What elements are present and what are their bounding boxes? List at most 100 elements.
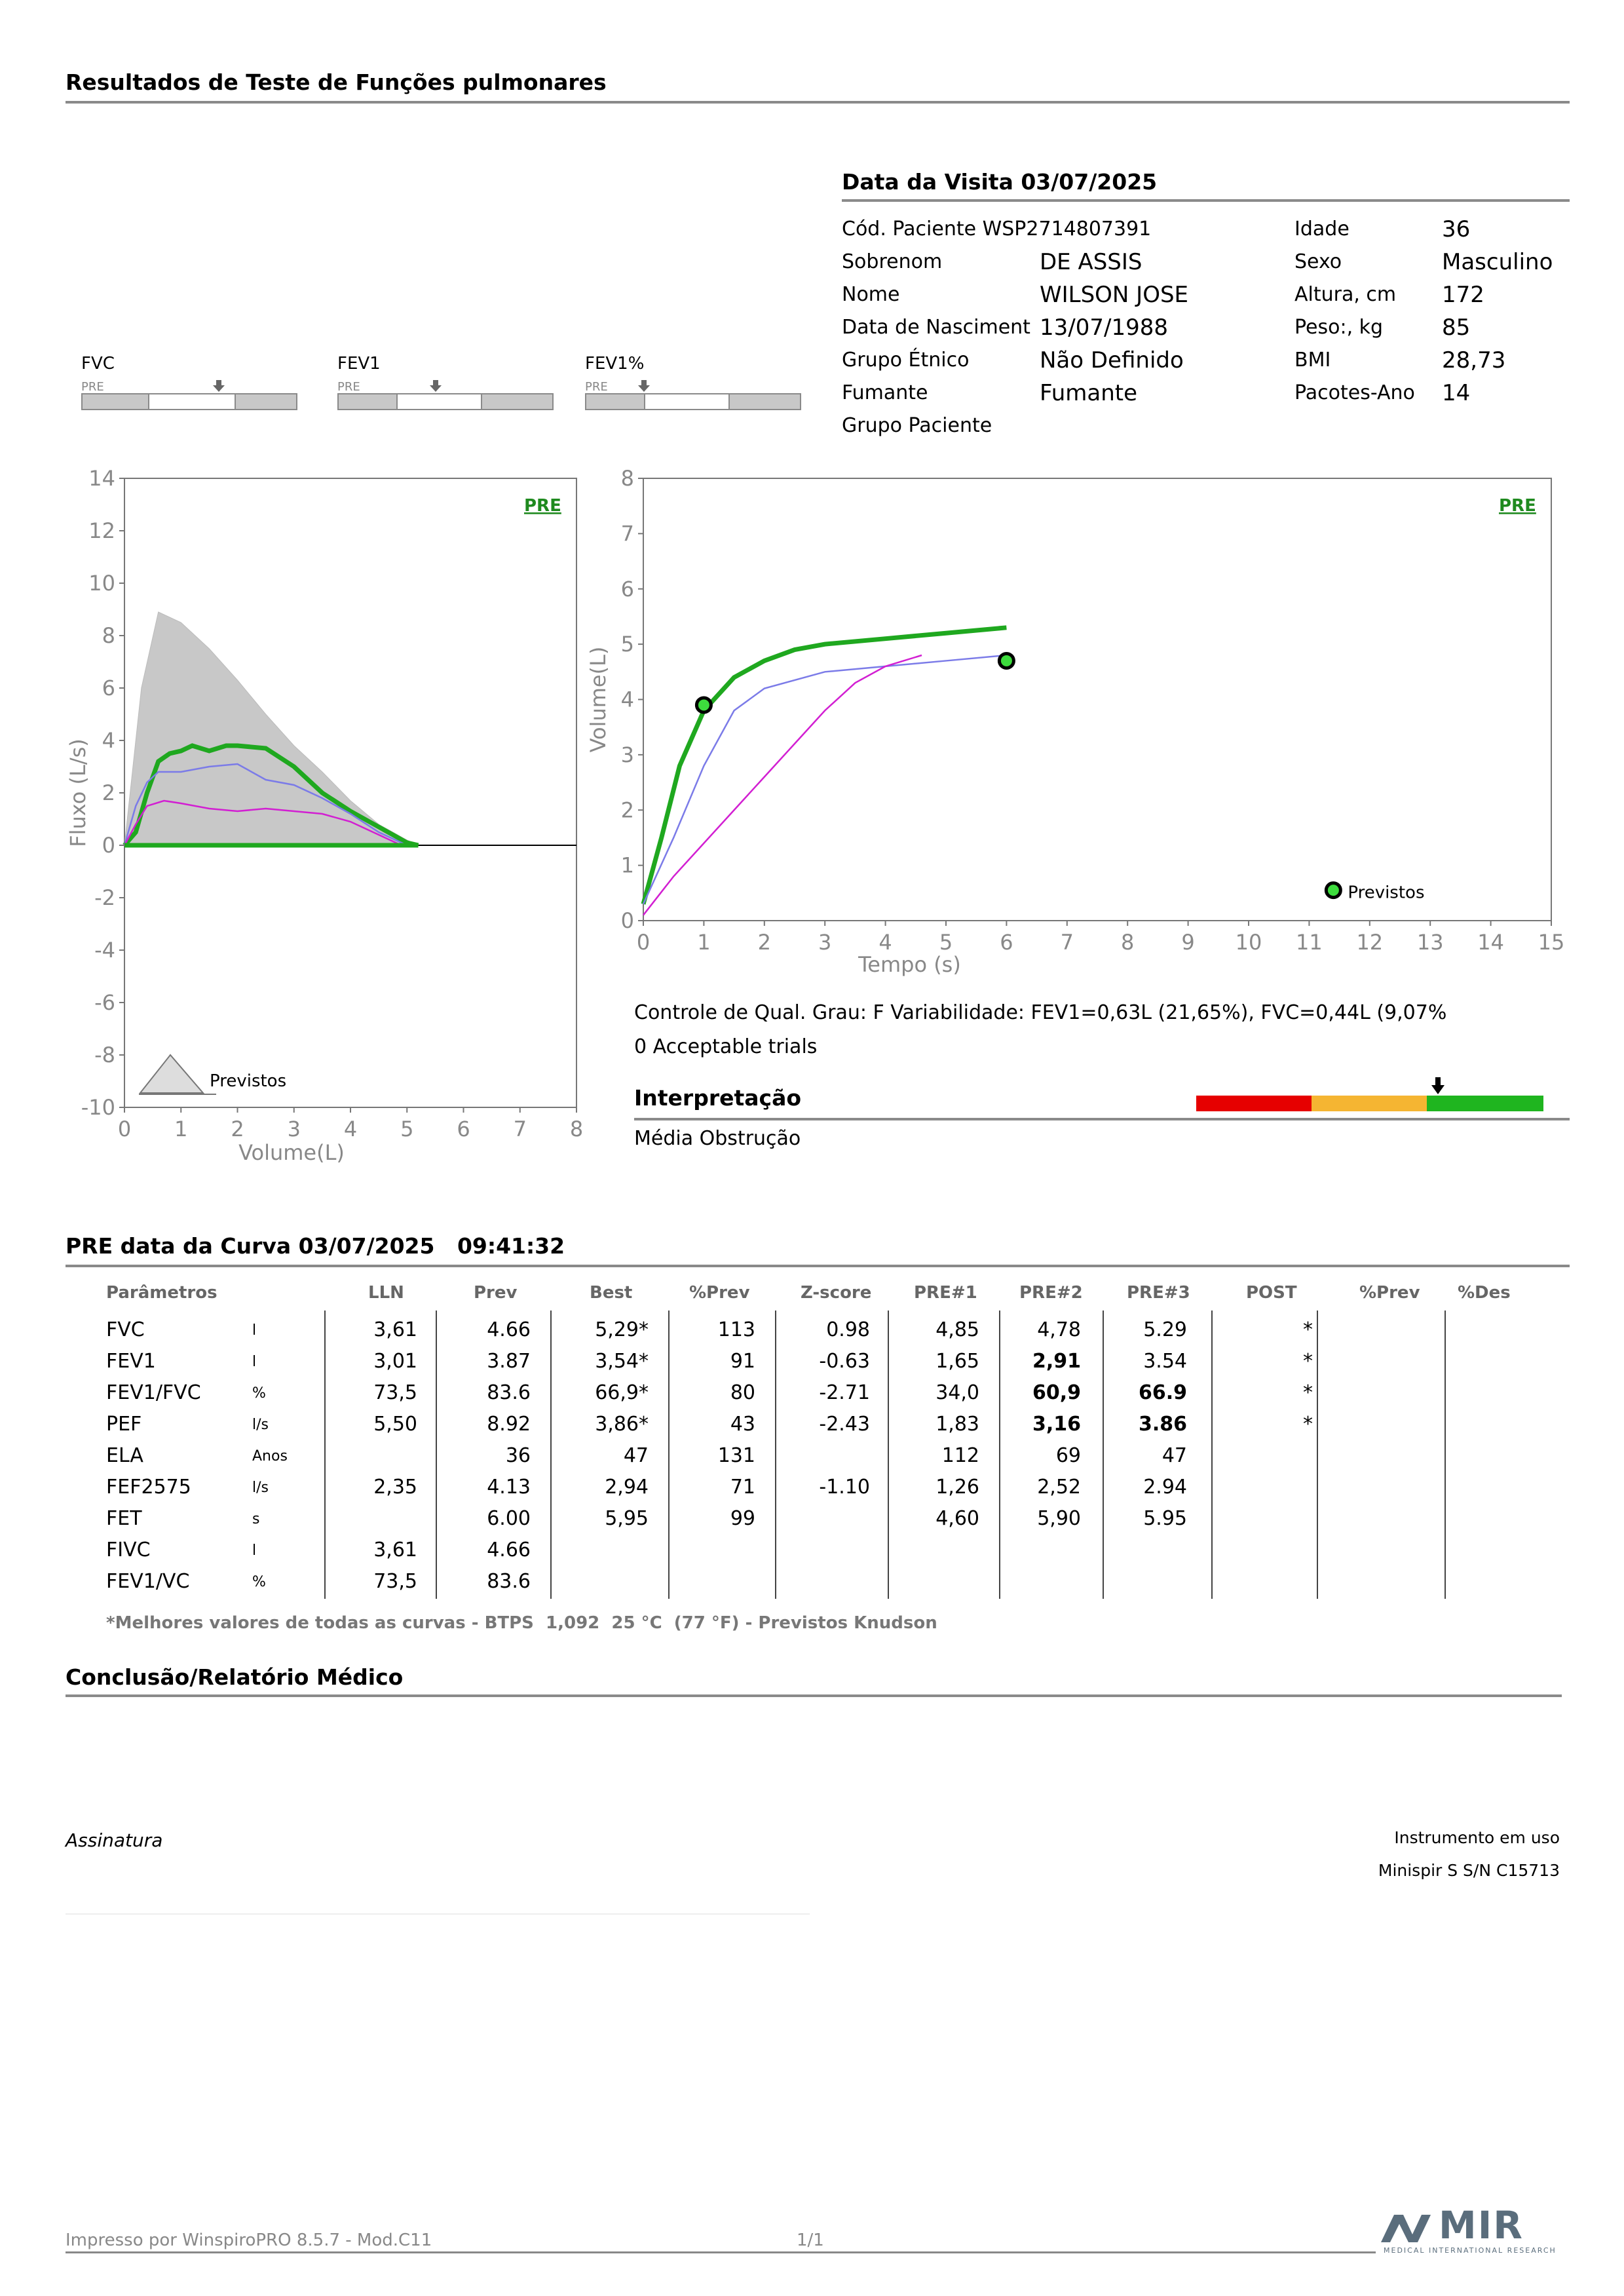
y-tick-label: 4: [102, 728, 115, 753]
value-cell: 80: [730, 1381, 755, 1404]
interpretation-value: Média Obstrução: [634, 1127, 801, 1150]
param-unit: Anos: [252, 1448, 288, 1464]
y-tick-label: -4: [94, 938, 115, 963]
column-separator: [1211, 1311, 1213, 1599]
value-cell: 99: [730, 1507, 755, 1530]
y-tick-label: 5: [621, 632, 634, 657]
value-cell: 71: [730, 1476, 755, 1499]
header-divider: [66, 101, 1570, 104]
patient-field-label: Nome: [842, 283, 900, 306]
y-tick-label: 8: [102, 623, 115, 648]
x-axis-label: Volume(L): [238, 1140, 345, 1165]
value-cell: -2.71: [819, 1381, 870, 1404]
patient-field-value: 13/07/1988: [1040, 315, 1168, 341]
mir-logo-icon: [1381, 2215, 1431, 2242]
volume-series-line: [642, 654, 1007, 905]
column-separator: [1103, 1311, 1104, 1599]
value-cell: 5.29: [1143, 1318, 1187, 1341]
value-cell: 5.95: [1143, 1507, 1187, 1530]
flow-series-line: [123, 799, 402, 847]
param-name: FEV1: [106, 1350, 156, 1373]
y-tick-label: 2: [102, 780, 115, 805]
y-tick-label: 6: [621, 577, 634, 602]
patient-field-value: WILSON JOSE: [1040, 282, 1189, 308]
param-unit: l/s: [252, 1480, 269, 1496]
page-number: 1/1: [797, 2230, 824, 2250]
gauge-arrow-icon: [638, 380, 650, 392]
gauge-name: FEV1: [337, 354, 381, 373]
x-tick-label: 1: [697, 930, 710, 955]
value-cell: 3,61: [373, 1539, 417, 1561]
value-cell: 43: [730, 1413, 755, 1436]
x-tick-label: 7: [514, 1117, 527, 1141]
signature-line: [66, 1913, 810, 1915]
legend-label: Previstos: [210, 1071, 286, 1091]
x-tick-label: 2: [231, 1117, 244, 1141]
x-tick-label: 6: [1000, 930, 1013, 955]
value-cell: 4.13: [487, 1476, 531, 1499]
value-cell: 3,54*: [595, 1350, 649, 1373]
value-cell: 5,90: [1037, 1507, 1081, 1530]
pre-tag: PRE: [1499, 496, 1536, 516]
gauge-name: FVC: [81, 354, 115, 373]
column-separator: [1445, 1311, 1446, 1599]
param-unit: %: [252, 1385, 266, 1402]
table-header: Parâmetros: [106, 1283, 217, 1303]
severity-bar-red: [1196, 1096, 1312, 1111]
curve-title: PRE data da Curva 03/07/2025 09:41:32: [66, 1233, 565, 1259]
x-tick-label: 12: [1356, 930, 1383, 955]
interpretation-divider: [634, 1118, 1570, 1120]
printed-by: Impresso por WinspiroPRO 8.5.7 - Mod.C11: [66, 2230, 432, 2250]
x-tick-label: 8: [570, 1117, 583, 1141]
table-header: Best: [590, 1283, 633, 1303]
value-cell: 3.54: [1143, 1350, 1187, 1373]
value-cell: 4,78: [1037, 1318, 1081, 1341]
table-header: %Prev: [689, 1283, 750, 1303]
conclusion-title: Conclusão/Relatório Médico: [66, 1664, 404, 1690]
value-cell: 34,0: [935, 1381, 979, 1404]
y-tick-label: 0: [621, 908, 634, 933]
value-cell: 2,52: [1037, 1476, 1081, 1499]
param-name: FEV1/VC: [106, 1570, 190, 1593]
patient-field-label: Sexo: [1294, 250, 1342, 273]
param-unit: l/s: [252, 1417, 269, 1433]
quality-control: Controle de Qual. Grau: F Variabilidade:…: [634, 1001, 1447, 1024]
gauge-normal-range: [644, 394, 730, 409]
value-cell: -0.63: [819, 1350, 870, 1373]
x-tick-label: 14: [1477, 930, 1504, 955]
param-unit: l: [252, 1354, 257, 1370]
mir-logo-text: MIR: [1439, 2203, 1524, 2248]
value-cell: 36: [505, 1444, 531, 1467]
x-tick-label: 0: [118, 1117, 131, 1141]
footer-divider: [66, 2251, 1376, 2253]
param-name: PEF: [106, 1413, 142, 1436]
patient-field-value: Não Definido: [1040, 347, 1184, 373]
x-tick-label: 1: [174, 1117, 187, 1141]
x-tick-label: 11: [1296, 930, 1323, 955]
value-cell: 1,83: [935, 1413, 979, 1436]
patient-field-value: 14: [1442, 380, 1471, 406]
table-header: %Prev: [1359, 1283, 1420, 1303]
gauge-bar: [585, 393, 801, 410]
gauge-name: FEV1%: [585, 354, 645, 373]
post-cell: *: [1303, 1318, 1313, 1341]
value-cell: 4,60: [935, 1507, 979, 1530]
visit-date: Data da Visita 03/07/2025: [842, 169, 1158, 195]
gauge-normal-range: [148, 394, 236, 409]
y-tick-label: 3: [621, 742, 634, 767]
table-header: PRE#1: [914, 1283, 977, 1303]
patient-field-label: Altura, cm: [1294, 283, 1397, 306]
value-cell: 131: [717, 1444, 755, 1467]
curve-divider: [66, 1265, 1570, 1267]
value-cell: 83.6: [487, 1381, 531, 1404]
column-separator: [999, 1311, 1000, 1599]
gauge-bar: [81, 393, 297, 410]
table-header: PRE#3: [1127, 1283, 1190, 1303]
legend-label: Previstos: [1348, 883, 1424, 903]
value-cell: 1,65: [935, 1350, 979, 1373]
patient-field-label: Sobrenom: [842, 250, 943, 273]
legend-predicted-icon: [138, 1054, 205, 1094]
param-unit: s: [252, 1511, 260, 1527]
